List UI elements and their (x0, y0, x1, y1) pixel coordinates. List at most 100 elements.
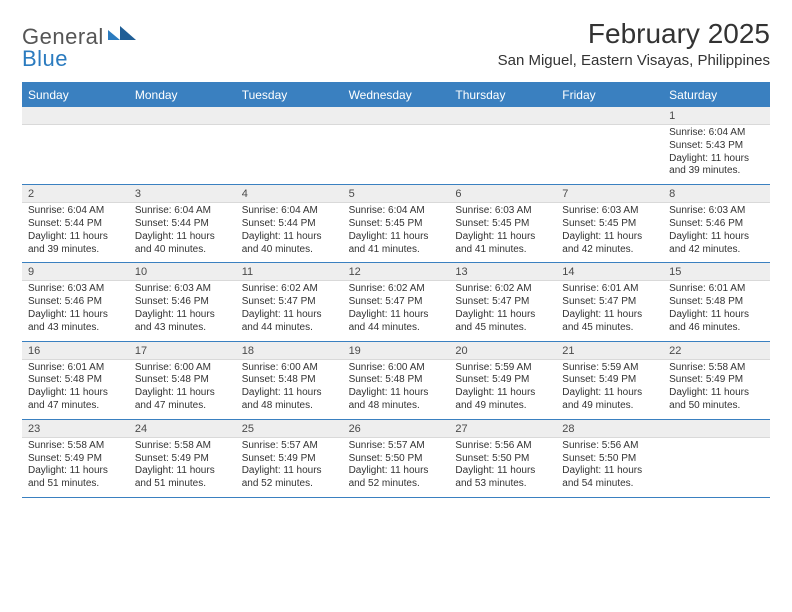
day-cell: Sunrise: 6:04 AMSunset: 5:43 PMDaylight:… (663, 125, 770, 184)
day-number (236, 107, 343, 124)
daylight2-text: and 44 minutes. (242, 322, 337, 335)
brand-mark-icon (108, 22, 136, 44)
sunset-text: Sunset: 5:45 PM (562, 218, 657, 231)
daylight2-text: and 46 minutes. (669, 322, 764, 335)
day-cell (449, 125, 556, 184)
day-number: 13 (449, 263, 556, 280)
daylight1-text: Daylight: 11 hours (349, 387, 444, 400)
sunset-text: Sunset: 5:50 PM (562, 453, 657, 466)
sunset-text: Sunset: 5:47 PM (242, 296, 337, 309)
daylight2-text: and 51 minutes. (28, 478, 123, 491)
day-cell: Sunrise: 6:03 AMSunset: 5:46 PMDaylight:… (129, 281, 236, 340)
sunset-text: Sunset: 5:43 PM (669, 140, 764, 153)
day-number: 22 (663, 342, 770, 359)
sunset-text: Sunset: 5:44 PM (242, 218, 337, 231)
daylight2-text: and 49 minutes. (455, 400, 550, 413)
daylight2-text: and 52 minutes. (349, 478, 444, 491)
daylight2-text: and 42 minutes. (669, 244, 764, 257)
day-cell: Sunrise: 6:00 AMSunset: 5:48 PMDaylight:… (343, 360, 450, 419)
day-number (22, 107, 129, 124)
day-number: 10 (129, 263, 236, 280)
sunset-text: Sunset: 5:49 PM (455, 374, 550, 387)
sunset-text: Sunset: 5:48 PM (28, 374, 123, 387)
week-body-row: Sunrise: 6:04 AMSunset: 5:43 PMDaylight:… (22, 125, 770, 185)
sunrise-text: Sunrise: 6:01 AM (28, 362, 123, 375)
day-cell: Sunrise: 6:04 AMSunset: 5:44 PMDaylight:… (236, 203, 343, 262)
sunset-text: Sunset: 5:46 PM (28, 296, 123, 309)
daylight2-text: and 41 minutes. (455, 244, 550, 257)
week-body-row: Sunrise: 5:58 AM Sunset: 5:49 PM Daylight:… (22, 438, 770, 498)
day-cell (22, 125, 129, 184)
daylight2-text: and 48 minutes. (349, 400, 444, 413)
day-number: 5 (343, 185, 450, 202)
sunrise-text: Sunrise: 5:58 AM (135, 440, 230, 453)
day-number: 20 (449, 342, 556, 359)
daylight1-text: Daylight: 11 hours (135, 231, 230, 244)
day-header: Saturday (663, 84, 770, 107)
sunrise-text: Sunrise: 5:56 AM (562, 440, 657, 453)
day-cell: Sunrise: 5:59 AMSunset: 5:49 PMDaylight:… (449, 360, 556, 419)
day-number: 28 (556, 420, 663, 437)
sunrise-text: Sunrise: 5:56 AM (455, 440, 550, 453)
week-daynum-row: 2345678 (22, 185, 770, 203)
sunrise-text: Sunrise: 5:57 AM (349, 440, 444, 453)
daylight1-text: Daylight: 11 hours (669, 309, 764, 322)
weeks-container: 1Sunrise: 6:04 AMSunset: 5:43 PMDaylight… (22, 107, 770, 498)
day-cell: Sunrise: 6:03 AMSunset: 5:45 PMDaylight:… (556, 203, 663, 262)
day-number: 27 (449, 420, 556, 437)
daylight1-text: Daylight: 11 hours (669, 231, 764, 244)
daylight2-text: and 52 minutes. (242, 478, 337, 491)
week-body-row: Sunrise: 6:04 AMSunset: 5:44 PMDaylight:… (22, 203, 770, 263)
sunset-text: Sunset: 5:45 PM (455, 218, 550, 231)
brand-logo: General Blue (22, 18, 136, 72)
sunrise-text: Sunrise: 5:59 AM (455, 362, 550, 375)
sunset-text: Sunset: 5:44 PM (28, 218, 123, 231)
sunrise-text: Sunrise: 6:04 AM (669, 127, 764, 140)
day-cell: Sunrise: 5:59 AMSunset: 5:49 PMDaylight:… (556, 360, 663, 419)
day-header-row: Sunday Monday Tuesday Wednesday Thursday… (22, 84, 770, 107)
day-header: Sunday (22, 84, 129, 107)
sunrise-text: Sunrise: 5:57 AM (242, 440, 337, 453)
day-number (129, 107, 236, 124)
sunset-text: Sunset: 5:50 PM (455, 453, 550, 466)
daylight1-text: Daylight: 11 hours (349, 465, 444, 478)
week-daynum-row: 232425262728 (22, 420, 770, 438)
day-cell (343, 125, 450, 184)
sunrise-text: Sunrise: 6:01 AM (562, 283, 657, 296)
sunset-text: Sunset: 5:49 PM (28, 453, 123, 466)
day-number: 24 (129, 420, 236, 437)
sunrise-text: Sunrise: 6:03 AM (455, 205, 550, 218)
day-cell (556, 125, 663, 184)
day-cell: Sunrise: 6:03 AMSunset: 5:45 PMDaylight:… (449, 203, 556, 262)
sunrise-text: Sunrise: 6:04 AM (242, 205, 337, 218)
day-header: Tuesday (236, 84, 343, 107)
daylight1-text: Daylight: 11 hours (28, 309, 123, 322)
daylight2-text: and 39 minutes. (28, 244, 123, 257)
sunrise-text: Sunrise: 6:03 AM (135, 283, 230, 296)
daylight1-text: Daylight: 11 hours (135, 465, 230, 478)
day-number: 21 (556, 342, 663, 359)
day-number: 16 (22, 342, 129, 359)
sunrise-text: Sunrise: 6:00 AM (135, 362, 230, 375)
sunrise-text: Sunrise: 6:03 AM (669, 205, 764, 218)
day-number: 19 (343, 342, 450, 359)
sunset-text: Sunset: 5:44 PM (135, 218, 230, 231)
day-cell: Sunrise: 6:02 AMSunset: 5:47 PMDaylight:… (343, 281, 450, 340)
daylight1-text: Daylight: 11 hours (562, 387, 657, 400)
title-block: February 2025 San Miguel, Eastern Visaya… (498, 18, 770, 69)
day-cell: Sunrise: 6:04 AMSunset: 5:44 PMDaylight:… (22, 203, 129, 262)
sunrise-text: Sunrise: 6:02 AM (455, 283, 550, 296)
daylight1-text: Daylight: 11 hours (562, 231, 657, 244)
daylight1-text: Daylight: 11 hours (455, 387, 550, 400)
daylight1-text: Daylight: 11 hours (455, 231, 550, 244)
sunrise-text: Sunrise: 6:02 AM (242, 283, 337, 296)
day-number: 23 (22, 420, 129, 437)
daylight2-text: and 48 minutes. (242, 400, 337, 413)
day-cell: Sunrise: 5:57 AMSunset: 5:50 PMDaylight:… (343, 438, 450, 497)
daylight1-text: Daylight: 11 hours (349, 231, 444, 244)
day-cell: Sunrise: 5:58 AMSunset: 5:49 PMDaylight:… (22, 438, 129, 497)
day-cell: Sunrise: 5:57 AMSunset: 5:49 PMDaylight:… (236, 438, 343, 497)
week-daynum-row: 16171819202122 (22, 342, 770, 360)
daylight1-text: Daylight: 11 hours (669, 153, 764, 166)
day-cell: Sunrise: 5:58 AMSunset: 5:49 PMDaylight:… (129, 438, 236, 497)
